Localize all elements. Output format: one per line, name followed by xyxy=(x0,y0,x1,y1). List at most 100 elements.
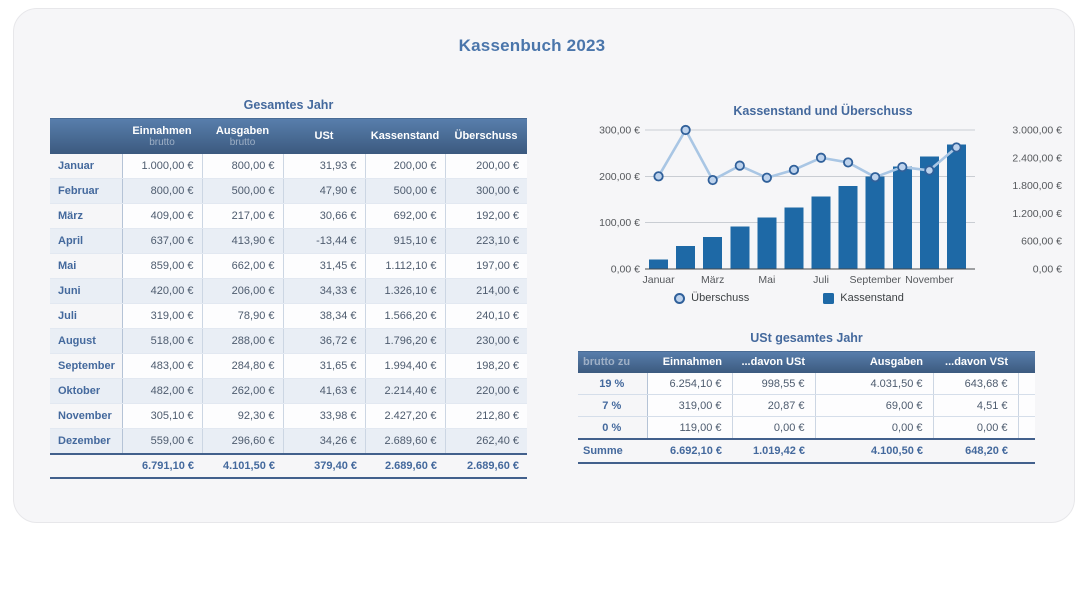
total-cell[interactable]: 648,20 € xyxy=(933,438,1018,464)
row-label-month[interactable]: Juli xyxy=(50,303,122,329)
cell[interactable]: 500,00 € xyxy=(201,178,283,204)
cell[interactable]: 192,00 € xyxy=(444,203,527,229)
row-label-month[interactable]: August xyxy=(50,328,122,354)
cell[interactable]: 518,00 € xyxy=(121,328,202,354)
cell[interactable]: 800,00 € xyxy=(121,178,202,204)
ust-table[interactable]: brutto zu Einnahmen ...davon USt Ausgaben..… xyxy=(578,350,1035,464)
cell[interactable]: 413,90 € xyxy=(201,228,283,254)
cell[interactable]: 1.112,10 € xyxy=(364,253,445,279)
cell[interactable]: 692,00 € xyxy=(364,203,445,229)
cell[interactable]: 197,00 € xyxy=(444,253,527,279)
cell[interactable]: 4,51 € xyxy=(932,394,1018,417)
cell[interactable]: 220,00 € xyxy=(444,378,527,404)
row-label-month[interactable]: März xyxy=(50,203,122,229)
cell[interactable]: 0,00 € xyxy=(932,416,1018,440)
cell[interactable]: 559,00 € xyxy=(121,428,202,455)
cell[interactable]: 200,00 € xyxy=(364,154,445,179)
cell[interactable]: 1.994,40 € xyxy=(364,353,445,379)
cell[interactable]: 1.566,20 € xyxy=(364,303,445,329)
cell[interactable]: 998,55 € xyxy=(731,373,815,395)
cell[interactable]: 637,00 € xyxy=(121,228,202,254)
cell[interactable]: 119,00 € xyxy=(646,416,732,440)
row-label-month[interactable]: Oktober xyxy=(50,378,122,404)
year-table[interactable]: Einnahmen brutto Ausgaben brutto USt Kassenst… xyxy=(50,117,527,479)
row-label-month[interactable]: Januar xyxy=(50,154,122,179)
row-label-month[interactable]: Mai xyxy=(50,253,122,279)
cell[interactable]: 482,00 € xyxy=(121,378,202,404)
cell[interactable]: 300,00 € xyxy=(444,178,527,204)
row-label-rate[interactable]: 0 % xyxy=(578,416,647,440)
cell[interactable]: 33,98 € xyxy=(282,403,365,429)
cell[interactable]: 500,00 € xyxy=(364,178,445,204)
cell[interactable]: 217,00 € xyxy=(201,203,283,229)
total-cell[interactable]: 4.101,50 € xyxy=(202,453,283,479)
total-cell[interactable]: 2.689,60 € xyxy=(365,453,445,479)
cell[interactable]: 34,33 € xyxy=(282,278,365,304)
row-label-month[interactable]: November xyxy=(50,403,122,429)
cell[interactable]: 800,00 € xyxy=(201,154,283,179)
cell[interactable]: 31,93 € xyxy=(282,154,365,179)
cell[interactable]: 200,00 € xyxy=(444,154,527,179)
cell[interactable]: 409,00 € xyxy=(121,203,202,229)
cell[interactable]: 34,26 € xyxy=(282,428,365,455)
cell[interactable]: 662,00 € xyxy=(201,253,283,279)
row-label-month[interactable]: Februar xyxy=(50,178,122,204)
total-row-label[interactable] xyxy=(50,453,122,479)
cell[interactable]: 31,45 € xyxy=(282,253,365,279)
cell[interactable]: 31,65 € xyxy=(282,353,365,379)
cell[interactable]: 2.427,20 € xyxy=(364,403,445,429)
cell[interactable]: 206,00 € xyxy=(201,278,283,304)
cell[interactable]: 230,00 € xyxy=(444,328,527,354)
total-cell[interactable]: 6.692,10 € xyxy=(647,438,732,464)
cell[interactable]: 47,90 € xyxy=(282,178,365,204)
cell[interactable]: 1.000,00 € xyxy=(121,154,202,179)
row-label-rate[interactable]: 19 % xyxy=(578,373,647,395)
cell[interactable]: 92,30 € xyxy=(201,403,283,429)
cell[interactable]: 78,90 € xyxy=(201,303,283,329)
cell[interactable]: 0,00 € xyxy=(814,416,933,440)
kassenstand-ueberschuss-chart[interactable]: 0,00 € 100,00 € 200,00 € 300,00 € 0,00 € 600,… xyxy=(578,123,1068,291)
cell[interactable]: 38,34 € xyxy=(282,303,365,329)
total-row-label[interactable]: Summe xyxy=(578,438,647,464)
cell[interactable]: 288,00 € xyxy=(201,328,283,354)
cell[interactable]: 198,20 € xyxy=(444,353,527,379)
cell[interactable]: 6.254,10 € xyxy=(646,373,732,395)
cell[interactable]: 212,80 € xyxy=(444,403,527,429)
cell[interactable]: 284,80 € xyxy=(201,353,283,379)
row-label-rate[interactable]: 7 % xyxy=(578,394,647,417)
cell[interactable]: 859,00 € xyxy=(121,253,202,279)
cell[interactable]: 2.689,60 € xyxy=(364,428,445,455)
cell[interactable]: 319,00 € xyxy=(646,394,732,417)
total-cell[interactable]: 6.791,10 € xyxy=(122,453,202,479)
cell[interactable]: -13,44 € xyxy=(282,228,365,254)
cell[interactable]: 643,68 € xyxy=(932,373,1018,395)
cell[interactable]: 305,10 € xyxy=(121,403,202,429)
cell[interactable]: 4.031,50 € xyxy=(814,373,933,395)
total-cell[interactable]: 1.019,42 € xyxy=(732,438,815,464)
cell[interactable]: 1.796,20 € xyxy=(364,328,445,354)
cell[interactable]: 1.326,10 € xyxy=(364,278,445,304)
total-cell[interactable]: 2.689,60 € xyxy=(445,453,527,479)
cell[interactable]: 36,72 € xyxy=(282,328,365,354)
cell[interactable]: 214,00 € xyxy=(444,278,527,304)
total-cell[interactable]: 379,40 € xyxy=(283,453,365,479)
row-label-month[interactable]: April xyxy=(50,228,122,254)
total-cell[interactable]: 4.100,50 € xyxy=(815,438,933,464)
cell[interactable]: 262,00 € xyxy=(201,378,283,404)
row-label-month[interactable]: September xyxy=(50,353,122,379)
row-label-month[interactable]: Dezember xyxy=(50,428,122,455)
cell[interactable]: 30,66 € xyxy=(282,203,365,229)
cell[interactable]: 20,87 € xyxy=(731,394,815,417)
cell[interactable]: 319,00 € xyxy=(121,303,202,329)
cell[interactable]: 296,60 € xyxy=(201,428,283,455)
cell[interactable]: 420,00 € xyxy=(121,278,202,304)
cell[interactable]: 240,10 € xyxy=(444,303,527,329)
cell[interactable]: 915,10 € xyxy=(364,228,445,254)
cell[interactable]: 0,00 € xyxy=(731,416,815,440)
cell[interactable]: 483,00 € xyxy=(121,353,202,379)
cell[interactable]: 69,00 € xyxy=(814,394,933,417)
cell[interactable]: 223,10 € xyxy=(444,228,527,254)
cell[interactable]: 262,40 € xyxy=(444,428,527,455)
cell[interactable]: 41,63 € xyxy=(282,378,365,404)
cell[interactable]: 2.214,40 € xyxy=(364,378,445,404)
